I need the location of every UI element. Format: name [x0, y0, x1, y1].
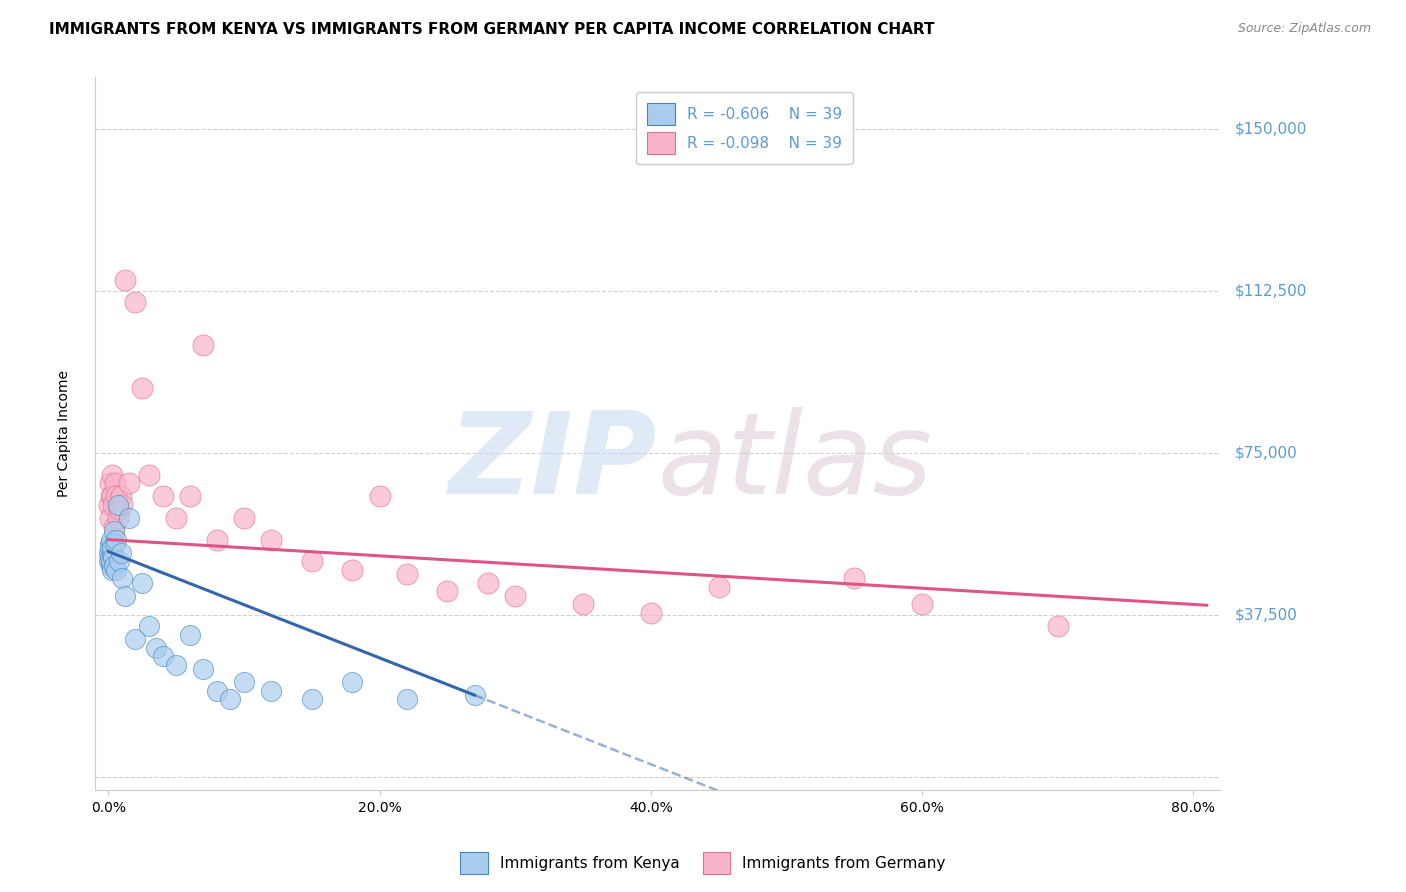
Point [179, 627, 201, 641]
Point [108, 502, 131, 516]
Point [138, 619, 160, 633]
Point [477, 575, 499, 590]
Point [98, 554, 121, 568]
Point [100, 490, 122, 504]
Point [111, 572, 134, 586]
Point [100, 467, 122, 482]
Point [193, 662, 215, 676]
Text: atlas: atlas [658, 407, 932, 517]
Point [118, 511, 141, 525]
Point [301, 692, 323, 706]
Point [114, 589, 136, 603]
Point [152, 490, 174, 504]
Point [131, 575, 153, 590]
Point [100, 554, 122, 568]
Y-axis label: Per Capita Income: Per Capita Income [58, 370, 72, 498]
Point [260, 683, 283, 698]
Point [118, 476, 141, 491]
Text: IMMIGRANTS FROM KENYA VS IMMIGRANTS FROM GERMANY PER CAPITA INCOME CORRELATION C: IMMIGRANTS FROM KENYA VS IMMIGRANTS FROM… [49, 22, 935, 37]
Point [124, 632, 146, 646]
Point [368, 490, 391, 504]
Point [101, 490, 124, 504]
Point [101, 541, 124, 556]
Point [193, 338, 215, 352]
Point [100, 541, 122, 556]
Point [342, 563, 364, 577]
Point [640, 606, 662, 620]
Point [101, 563, 124, 577]
Point [98, 549, 121, 564]
Point [1046, 619, 1069, 633]
Point [107, 498, 129, 512]
Point [98, 511, 121, 525]
Point [131, 381, 153, 395]
Point [108, 554, 131, 568]
Point [233, 511, 256, 525]
Point [301, 554, 323, 568]
Text: $150,000: $150,000 [1234, 122, 1306, 136]
Point [436, 584, 458, 599]
Point [165, 511, 187, 525]
Point [107, 511, 129, 525]
Legend: Immigrants from Kenya, Immigrants from Germany: Immigrants from Kenya, Immigrants from G… [454, 846, 952, 880]
Point [145, 640, 167, 655]
Point [104, 476, 127, 491]
Point [100, 533, 122, 547]
Point [844, 572, 866, 586]
Point [707, 580, 730, 594]
Legend: R = -0.606    N = 39, R = -0.098    N = 39: R = -0.606 N = 39, R = -0.098 N = 39 [637, 92, 852, 164]
Point [260, 533, 283, 547]
Text: $37,500: $37,500 [1234, 607, 1298, 623]
Point [100, 558, 122, 573]
Point [138, 467, 160, 482]
Point [98, 498, 121, 512]
Text: Source: ZipAtlas.com: Source: ZipAtlas.com [1237, 22, 1371, 36]
Point [114, 273, 136, 287]
Point [503, 589, 526, 603]
Point [105, 533, 128, 547]
Point [104, 563, 127, 577]
Point [98, 537, 121, 551]
Point [100, 545, 122, 559]
Point [105, 490, 128, 504]
Point [395, 567, 418, 582]
Point [101, 549, 124, 564]
Text: $75,000: $75,000 [1234, 446, 1296, 461]
Point [572, 598, 595, 612]
Point [911, 598, 934, 612]
Point [179, 490, 201, 504]
Point [103, 558, 125, 573]
Point [101, 498, 124, 512]
Point [110, 490, 132, 504]
Point [463, 688, 485, 702]
Point [152, 649, 174, 664]
Point [165, 657, 187, 672]
Point [395, 692, 418, 706]
Point [205, 533, 228, 547]
Text: ZIP: ZIP [449, 407, 658, 517]
Point [100, 476, 122, 491]
Point [205, 683, 228, 698]
Point [111, 498, 134, 512]
Point [103, 519, 125, 533]
Text: $112,500: $112,500 [1234, 284, 1306, 299]
Point [342, 675, 364, 690]
Point [98, 545, 121, 559]
Point [233, 675, 256, 690]
Point [124, 295, 146, 310]
Point [103, 524, 125, 538]
Point [104, 537, 127, 551]
Point [110, 545, 132, 559]
Point [219, 692, 242, 706]
